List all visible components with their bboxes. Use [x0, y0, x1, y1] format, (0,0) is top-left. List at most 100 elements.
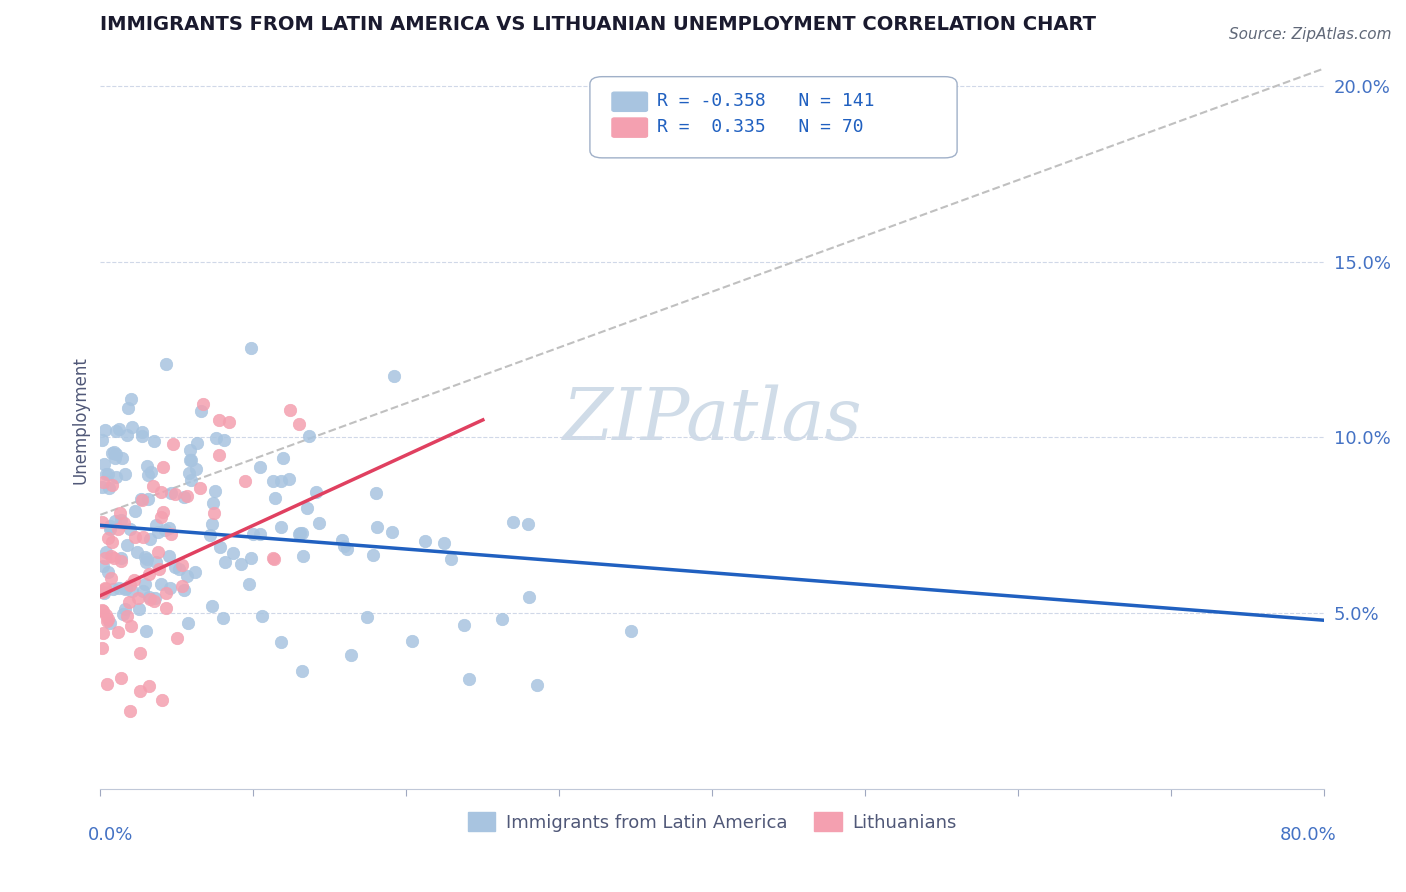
- Point: [131, 425, 153, 439]
- Point: [239, 341, 262, 355]
- Point: [146, 525, 169, 540]
- Point: [335, 542, 357, 557]
- Point: [162, 437, 184, 451]
- Point: [107, 422, 129, 436]
- Point: [208, 413, 231, 427]
- Point: [270, 635, 292, 649]
- Point: [91, 605, 114, 619]
- Point: [112, 607, 135, 621]
- Point: [526, 678, 548, 692]
- Point: [262, 474, 284, 488]
- Point: [105, 446, 128, 460]
- Point: [201, 599, 224, 613]
- Point: [180, 453, 202, 467]
- Point: [120, 618, 142, 632]
- Point: [96, 614, 118, 628]
- Point: [96, 607, 118, 622]
- Point: [143, 591, 166, 606]
- Point: [190, 404, 212, 418]
- Point: [90, 434, 112, 448]
- Point: [134, 549, 156, 564]
- Point: [103, 551, 125, 566]
- Text: 0.0%: 0.0%: [89, 826, 134, 844]
- Point: [104, 470, 127, 484]
- Point: [97, 566, 120, 580]
- Point: [160, 486, 183, 500]
- Point: [188, 481, 211, 495]
- Point: [101, 582, 124, 596]
- Point: [110, 513, 132, 527]
- Point: [240, 551, 263, 566]
- Point: [453, 618, 475, 632]
- Point: [90, 641, 112, 656]
- Point: [121, 584, 143, 599]
- Point: [157, 549, 180, 563]
- Point: [139, 591, 162, 606]
- Point: [104, 424, 127, 438]
- Point: [101, 534, 124, 549]
- Point: [91, 559, 114, 574]
- Point: [287, 527, 309, 541]
- Point: [364, 485, 387, 500]
- Point: [150, 692, 173, 706]
- Point: [262, 551, 284, 566]
- Point: [104, 451, 127, 466]
- Point: [110, 550, 132, 565]
- Point: [131, 584, 153, 599]
- Point: [90, 603, 112, 617]
- Point: [90, 584, 112, 599]
- Point: [204, 483, 226, 498]
- Point: [131, 493, 153, 508]
- Point: [94, 551, 117, 566]
- Point: [100, 549, 122, 563]
- Point: [128, 601, 150, 615]
- Point: [401, 634, 423, 648]
- Point: [114, 601, 136, 615]
- Point: [114, 581, 136, 595]
- Point: [150, 484, 173, 499]
- Point: [122, 573, 145, 587]
- Point: [108, 581, 131, 595]
- Point: [101, 478, 124, 492]
- Point: [145, 555, 167, 569]
- Point: [94, 581, 117, 595]
- Point: [138, 566, 160, 581]
- Point: [145, 518, 167, 533]
- Point: [159, 527, 181, 541]
- Point: [100, 446, 122, 460]
- Point: [98, 522, 121, 536]
- Point: [120, 704, 142, 718]
- Point: [148, 545, 170, 559]
- Point: [277, 472, 299, 486]
- Point: [201, 516, 224, 531]
- Point: [382, 368, 405, 383]
- Point: [179, 443, 201, 458]
- Point: [100, 571, 122, 585]
- Point: [157, 521, 180, 535]
- Point: [180, 473, 202, 487]
- Point: [118, 522, 141, 536]
- Point: [138, 468, 160, 483]
- Point: [138, 679, 160, 693]
- Point: [155, 357, 177, 371]
- Text: IMMIGRANTS FROM LATIN AMERICA VS LITHUANIAN UNEMPLOYMENT CORRELATION CHART: IMMIGRANTS FROM LATIN AMERICA VS LITHUAN…: [100, 15, 1097, 34]
- Point: [163, 560, 186, 574]
- Point: [381, 525, 404, 540]
- Point: [110, 671, 132, 685]
- Text: ZIPatlas: ZIPatlas: [562, 384, 862, 455]
- Point: [270, 520, 292, 534]
- Point: [278, 403, 301, 417]
- Point: [433, 536, 456, 550]
- Point: [114, 467, 136, 481]
- Point: [491, 612, 513, 626]
- Point: [93, 586, 115, 600]
- Point: [114, 582, 136, 596]
- Point: [91, 626, 114, 640]
- Point: [440, 551, 463, 566]
- Point: [340, 648, 363, 663]
- Point: [107, 522, 129, 536]
- Point: [94, 582, 117, 597]
- Point: [184, 565, 207, 579]
- Point: [264, 491, 287, 505]
- Point: [152, 460, 174, 475]
